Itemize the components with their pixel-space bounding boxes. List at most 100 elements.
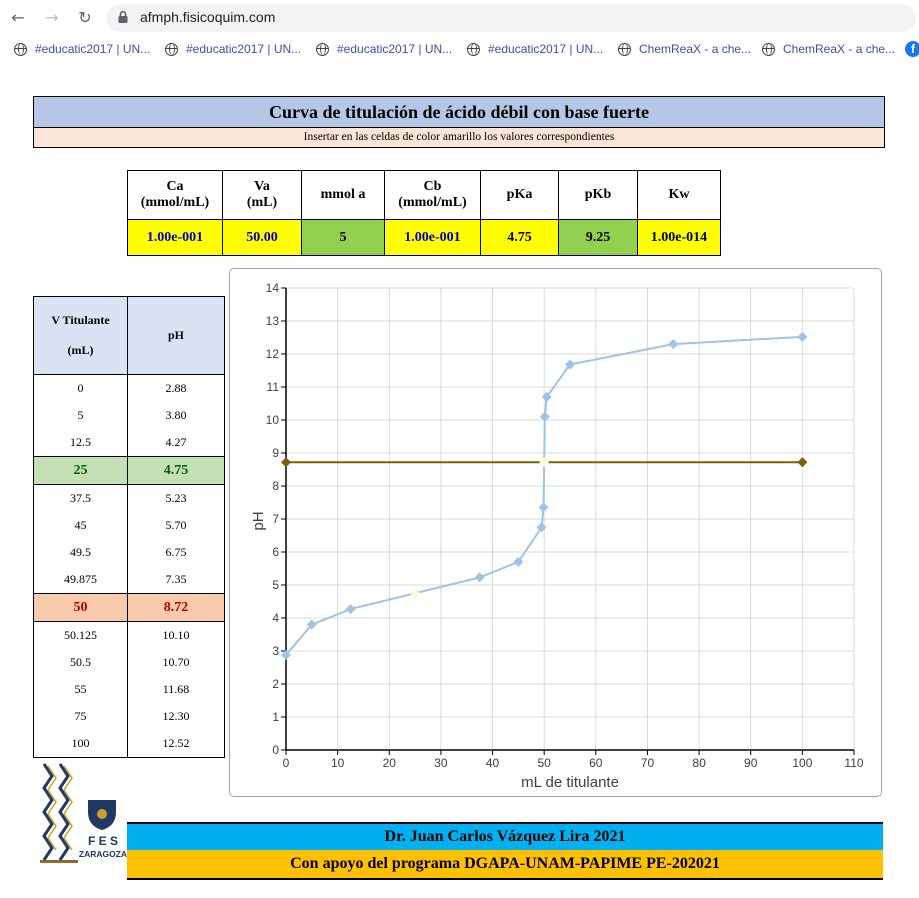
titration-chart: 0 10 20 30 40 50 60 70 80 90 100 110 0 1 2 3 4 5 6 7 8 9 10 11 1… xyxy=(229,268,882,797)
data-point xyxy=(474,572,485,583)
reload-icon[interactable]: ↻ xyxy=(78,8,92,27)
y-tick-label: 7 xyxy=(272,512,279,526)
data-point xyxy=(797,331,808,342)
globe-icon xyxy=(316,43,329,56)
data-point xyxy=(410,588,421,599)
data-point xyxy=(306,619,317,630)
back-arrow-icon[interactable]: ← xyxy=(11,8,25,27)
address-bar[interactable]: afmph.fisicoquim.com xyxy=(106,4,916,32)
va-input[interactable]: 50.00 xyxy=(222,219,302,256)
chart-ticks: 0 10 20 30 40 50 60 70 80 90 100 110012345678910111… xyxy=(266,281,864,770)
x-tick-label: 40 xyxy=(486,756,500,770)
table-row: 12.5 4.27 xyxy=(33,429,225,457)
data-point xyxy=(538,502,549,513)
y-tick-label: 14 xyxy=(266,281,280,295)
cb-input[interactable]: 1.00e-001 xyxy=(384,219,481,256)
table-row: 5 3.80 xyxy=(33,402,225,429)
table-row: 75 12.30 xyxy=(33,703,225,730)
table-row-pka: 25 4.75 xyxy=(33,456,225,485)
y-tick-label: 12 xyxy=(266,347,280,361)
support-credit: Con apoyo del programa DGAPA-UNAM-PAPIME… xyxy=(127,850,883,880)
bookmark-item[interactable]: #educatic2017 | UN... xyxy=(165,42,301,60)
data-point xyxy=(541,391,552,402)
bookmark-item[interactable]: ChemReaX - a che... xyxy=(762,42,895,60)
data-point xyxy=(539,411,550,422)
table-row: 0 2.88 xyxy=(33,374,225,402)
y-tick-label: 6 xyxy=(272,545,279,559)
forward-arrow-icon[interactable]: → xyxy=(45,8,59,27)
y-tick-label: 13 xyxy=(266,314,280,328)
y-tick-label: 9 xyxy=(272,446,279,460)
data-point xyxy=(565,359,575,370)
series-line-0 xyxy=(285,335,803,656)
facebook-icon[interactable]: f xyxy=(905,41,919,57)
x-axis-label: mL de titulante xyxy=(521,774,619,791)
page-title: Curva de titulación de ácido débil con b… xyxy=(34,97,884,128)
parameters-table: Ca (mmol/mL) Va (mL) mmol a Cb (mmol/mL) pK… xyxy=(127,170,721,256)
table-row-equivalence: 50 8.72 xyxy=(33,593,225,622)
volume-header: V Titulante (mL) xyxy=(33,296,128,375)
y-tick-label: 4 xyxy=(272,611,279,625)
x-tick-label: 10 xyxy=(331,756,345,770)
param-header-pkb: pKb xyxy=(558,170,638,220)
table-row: 100 12.52 xyxy=(33,730,225,758)
table-row: 55 11.68 xyxy=(33,676,225,703)
data-point xyxy=(345,604,356,615)
lock-icon xyxy=(118,10,128,23)
bookmark-item[interactable]: #educatic2017 | UN... xyxy=(467,42,603,60)
titration-table: V Titulante (mL) pH 0 2.88 5 3.80 12.5 4.27 … xyxy=(33,296,225,758)
param-header-va: Va (mL) xyxy=(222,170,302,220)
ca-input[interactable]: 1.00e-001 xyxy=(127,219,223,256)
x-tick-label: 80 xyxy=(692,756,706,770)
x-tick-label: 100 xyxy=(792,756,812,770)
mmol-value: 5 xyxy=(301,219,385,256)
logo-graphic: F E S ZARAGOZA xyxy=(40,763,127,863)
x-tick-label: 30 xyxy=(434,756,448,770)
x-tick-label: 70 xyxy=(641,756,655,770)
table-row: 50.125 10.10 xyxy=(33,621,225,649)
y-tick-label: 5 xyxy=(272,578,279,592)
browser-chrome: ← → ↻ afmph.fisicoquim.com #educatic2017… xyxy=(0,0,919,78)
bookmark-item[interactable]: ChemReaX - a che... xyxy=(618,42,751,60)
x-tick-label: 90 xyxy=(744,756,758,770)
bookmark-item[interactable]: #educatic2017 | UN... xyxy=(14,42,150,60)
kw-input[interactable]: 1.00e-014 xyxy=(637,219,721,256)
chart-grid xyxy=(286,287,855,750)
y-tick-label: 8 xyxy=(272,479,279,493)
table-row: 50.5 10.70 xyxy=(33,649,225,676)
x-tick-label: 50 xyxy=(538,756,552,770)
globe-icon xyxy=(618,43,631,56)
data-point xyxy=(281,457,291,468)
bookmark-item[interactable]: #educatic2017 | UN... xyxy=(316,42,452,60)
param-header-pka: pKa xyxy=(480,170,559,220)
pkb-value: 9.25 xyxy=(558,219,638,256)
chart-svg: 0 10 20 30 40 50 60 70 80 90 100 110012345678910111… xyxy=(250,281,864,791)
title-banner: Curva de titulación de ácido débil con b… xyxy=(33,96,885,148)
y-tick-label: 2 xyxy=(272,677,279,691)
chart-points xyxy=(281,331,808,660)
table-row: 49.5 6.75 xyxy=(33,539,225,566)
y-tick-label: 3 xyxy=(272,644,279,658)
data-point xyxy=(281,649,291,660)
globe-icon xyxy=(467,43,480,56)
table-row: 49.875 7.35 xyxy=(33,566,225,594)
pka-input[interactable]: 4.75 xyxy=(480,219,559,256)
param-header-ca: Ca (mmol/mL) xyxy=(127,170,223,220)
data-point xyxy=(539,457,550,468)
param-header-cb: Cb (mmol/mL) xyxy=(384,170,481,220)
url-text: afmph.fisicoquim.com xyxy=(140,9,276,25)
y-tick-label: 1 xyxy=(272,710,279,724)
data-point xyxy=(513,556,524,567)
svg-text:ZARAGOZA: ZARAGOZA xyxy=(79,849,127,859)
svg-text:F E S: F E S xyxy=(88,834,118,848)
x-tick-label: 60 xyxy=(589,756,603,770)
data-point xyxy=(797,457,808,468)
table-row: 37.5 5.23 xyxy=(33,484,225,512)
param-header-kw: Kw xyxy=(637,170,721,220)
author-credit: Dr. Juan Carlos Vázquez Lira 2021 xyxy=(127,822,883,850)
x-tick-label: 110 xyxy=(844,756,863,770)
param-header-mmol: mmol a xyxy=(301,170,385,220)
data-point xyxy=(536,522,547,533)
x-tick-label: 20 xyxy=(383,756,397,770)
ph-header: pH xyxy=(127,296,225,375)
